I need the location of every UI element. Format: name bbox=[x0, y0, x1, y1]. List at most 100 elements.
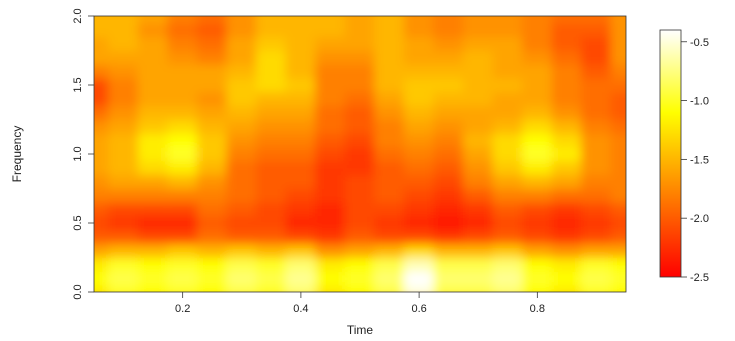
heatmap-cell bbox=[94, 105, 110, 120]
heatmap-cell bbox=[108, 188, 139, 203]
heatmap-cell bbox=[315, 229, 346, 245]
heatmap-cell bbox=[610, 36, 626, 51]
heatmap-cell bbox=[492, 188, 524, 203]
heatmap-cell bbox=[167, 243, 198, 258]
heatmap-cell bbox=[315, 132, 346, 148]
heatmap-cell bbox=[226, 243, 258, 258]
heatmap-cell bbox=[492, 132, 524, 148]
heatmap-cell bbox=[344, 50, 376, 65]
heatmap-cell bbox=[522, 174, 553, 189]
heatmap-cell bbox=[374, 36, 405, 51]
heatmap-cell bbox=[581, 243, 612, 258]
heatmap-cell bbox=[522, 36, 553, 51]
heatmap-cell bbox=[226, 257, 258, 272]
heatmap-cell bbox=[433, 146, 464, 162]
heatmap-cell bbox=[403, 77, 435, 93]
heatmap-cell bbox=[374, 229, 405, 245]
heatmap-cell bbox=[344, 91, 376, 107]
heatmap-cell bbox=[285, 215, 317, 231]
heatmap-cell bbox=[285, 257, 317, 272]
heatmap-cell bbox=[137, 132, 169, 148]
heatmap-cell bbox=[137, 257, 169, 272]
heatmap-cell bbox=[196, 174, 228, 189]
heatmap-cell bbox=[196, 105, 228, 120]
heatmap-cell bbox=[581, 132, 612, 148]
heatmap-cell bbox=[226, 174, 258, 189]
heatmap-cell bbox=[433, 63, 464, 79]
heatmap-cell bbox=[167, 188, 198, 203]
heatmap-cell bbox=[522, 50, 553, 65]
heatmap-cell bbox=[581, 257, 612, 272]
y-axis: 0.0 0.5 1.0 1.5 2.0 bbox=[72, 8, 94, 300]
heatmap-cell bbox=[226, 50, 258, 65]
heatmap-cell bbox=[94, 77, 110, 93]
heatmap-cell bbox=[492, 243, 524, 258]
heatmap-cell bbox=[551, 77, 583, 93]
colorbar: -0.5 -1.0 -1.5 -2.0 -2.5 bbox=[659, 29, 709, 284]
heatmap-cell bbox=[433, 119, 464, 134]
heatmap-cell bbox=[610, 91, 626, 107]
heatmap-cell bbox=[137, 146, 169, 162]
heatmap-cell bbox=[403, 188, 435, 203]
heatmap-cell bbox=[610, 243, 626, 258]
heatmap-cell bbox=[256, 91, 287, 107]
heatmap-cell bbox=[462, 188, 494, 203]
heatmap-cell bbox=[256, 201, 287, 217]
heatmap-cell bbox=[285, 146, 317, 162]
heatmap-cell bbox=[581, 105, 612, 120]
heatmap-cell bbox=[403, 146, 435, 162]
y-tick-label: 0.0 bbox=[72, 284, 84, 299]
heatmap-cell bbox=[285, 63, 317, 79]
heatmap-cell bbox=[226, 16, 258, 24]
heatmap-cell bbox=[285, 284, 317, 292]
heatmap-cell bbox=[94, 215, 110, 231]
heatmap-cell bbox=[610, 22, 626, 38]
heatmap-cell bbox=[94, 284, 110, 292]
heatmap-cell bbox=[196, 16, 228, 24]
heatmap-cell bbox=[492, 201, 524, 217]
heatmap-cell bbox=[285, 270, 317, 286]
heatmap-cell bbox=[94, 36, 110, 51]
heatmap-cell bbox=[108, 22, 139, 38]
heatmap-cell bbox=[285, 22, 317, 38]
heatmap-cell bbox=[403, 22, 435, 38]
heatmap-cell bbox=[462, 22, 494, 38]
heatmap-cell bbox=[374, 215, 405, 231]
heatmap-cell bbox=[403, 132, 435, 148]
heatmap-cell bbox=[374, 50, 405, 65]
heatmap-cell bbox=[581, 270, 612, 286]
heatmap-cell bbox=[108, 201, 139, 217]
heatmap-cell bbox=[610, 188, 626, 203]
heatmap-cell bbox=[522, 215, 553, 231]
heatmap-cell bbox=[94, 201, 110, 217]
heatmap-cell bbox=[256, 22, 287, 38]
heatmap-cell bbox=[94, 270, 110, 286]
heatmap-cell bbox=[492, 146, 524, 162]
heatmap-cell bbox=[196, 36, 228, 51]
heatmap-cell bbox=[610, 119, 626, 134]
heatmap-cell bbox=[344, 77, 376, 93]
heatmap-cell bbox=[226, 160, 258, 176]
heatmap-cell bbox=[226, 146, 258, 162]
heatmap-cell bbox=[108, 36, 139, 51]
heatmap-cell bbox=[522, 160, 553, 176]
heatmap-cell bbox=[433, 188, 464, 203]
heatmap-cell bbox=[492, 77, 524, 93]
heatmap-cell bbox=[374, 160, 405, 176]
heatmap-cell bbox=[433, 22, 464, 38]
heatmap-cell bbox=[256, 160, 287, 176]
heatmap-cell bbox=[551, 22, 583, 38]
heatmap-cell bbox=[492, 105, 524, 120]
heatmap-cell bbox=[403, 91, 435, 107]
heatmap-cell bbox=[522, 201, 553, 217]
heatmap-cell bbox=[551, 119, 583, 134]
heatmap-cell bbox=[492, 174, 524, 189]
heatmap-cell bbox=[344, 284, 376, 292]
heatmap-cell bbox=[137, 22, 169, 38]
heatmap-cell bbox=[108, 16, 139, 24]
heatmap-cell bbox=[137, 284, 169, 292]
heatmap-cell bbox=[581, 146, 612, 162]
heatmap-cell bbox=[196, 77, 228, 93]
heatmap-cell bbox=[433, 201, 464, 217]
